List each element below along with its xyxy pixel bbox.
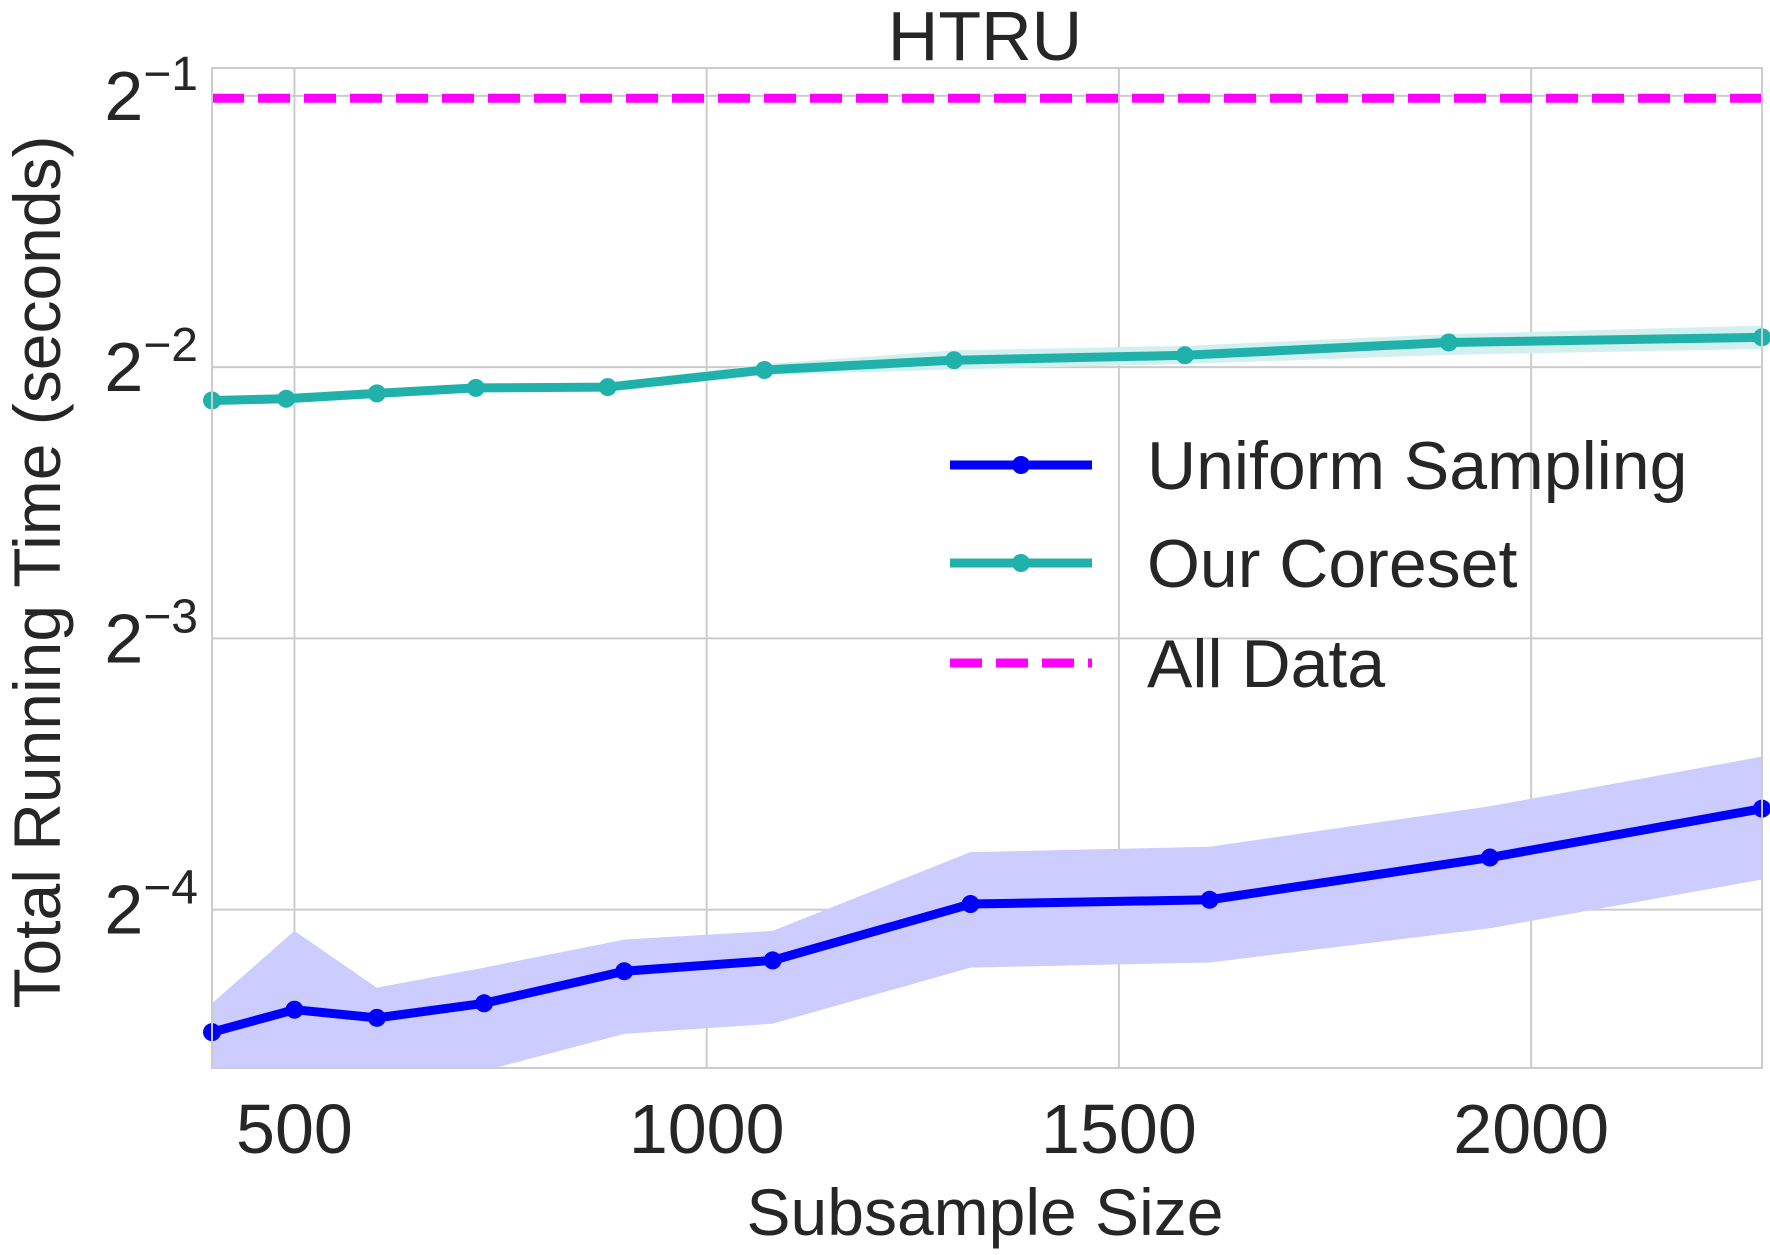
legend-entry-our-coreset: Our Coreset [950,526,1517,602]
y-tick-base-1: 2 [104,599,143,677]
x-tick-label-1000: 1000 [629,1090,785,1168]
legend-entry-all-data: All Data [950,626,1385,702]
point-uniform-sampling-7 [1200,890,1219,909]
legend-label-all-data: All Data [1147,626,1385,702]
y-tick-label-1: 2−3 [104,590,198,677]
point-uniform-sampling-2 [367,1008,386,1027]
y-tick-label-2: 2−2 [104,319,198,406]
legend-label-our-coreset: Our Coreset [1147,526,1517,602]
x-tick-labels: 500 1000 1500 2000 [236,1090,1609,1168]
chart-title: HTRU [888,0,1082,75]
point-our-coreset-1 [277,389,296,408]
point-our-coreset-4 [598,378,617,397]
x-tick-label-500: 500 [236,1090,353,1168]
point-our-coreset-6 [945,351,964,370]
x-tick-label-2000: 2000 [1453,1090,1609,1168]
y-tick-exponent-3: −1 [143,48,198,101]
series-lines [212,93,1762,1037]
plot-frame [211,67,1763,1069]
legend-label-uniform-sampling: Uniform Sampling [1147,428,1687,504]
y-tick-exponent-2: −2 [143,319,198,372]
point-uniform-sampling-1 [285,1000,304,1019]
point-our-coreset-7 [1175,346,1194,365]
y-tick-labels: 2−42−32−22−1 [104,48,198,949]
y-tick-base-0: 2 [104,871,143,949]
legend-marker-uniform-sampling [1012,456,1030,474]
y-tick-exponent-0: −4 [143,862,198,915]
y-tick-base-3: 2 [104,57,143,135]
y-tick-base-2: 2 [104,328,143,406]
point-uniform-sampling-8 [1480,848,1499,867]
y-axis-label: Total Running Time (seconds) [0,135,74,1008]
point-our-coreset-5 [755,361,774,380]
y-tick-label-3: 2−1 [104,48,198,135]
legend-entry-uniform-sampling: Uniform Sampling [950,428,1687,504]
band-uniform-sampling [212,756,1762,1068]
x-tick-label-1500: 1500 [1041,1090,1197,1168]
series-markers [203,328,1770,1042]
legend-marker-our-coreset [1012,554,1030,572]
point-uniform-sampling-5 [763,951,782,970]
point-uniform-sampling-6 [961,895,980,914]
y-tick-label-0: 2−4 [104,862,198,949]
point-uniform-sampling-4 [615,962,634,981]
point-our-coreset-2 [367,384,386,403]
line-uniform-sampling [212,804,1762,1037]
x-axis-label: Subsample Size [747,1175,1224,1249]
legend: Uniform Sampling Our Coreset All Data [950,428,1687,702]
point-uniform-sampling-3 [475,994,494,1013]
point-our-coreset-3 [466,378,485,397]
line-our-coreset [212,332,1762,405]
point-our-coreset-8 [1439,333,1458,352]
y-tick-exponent-1: −3 [143,590,198,643]
